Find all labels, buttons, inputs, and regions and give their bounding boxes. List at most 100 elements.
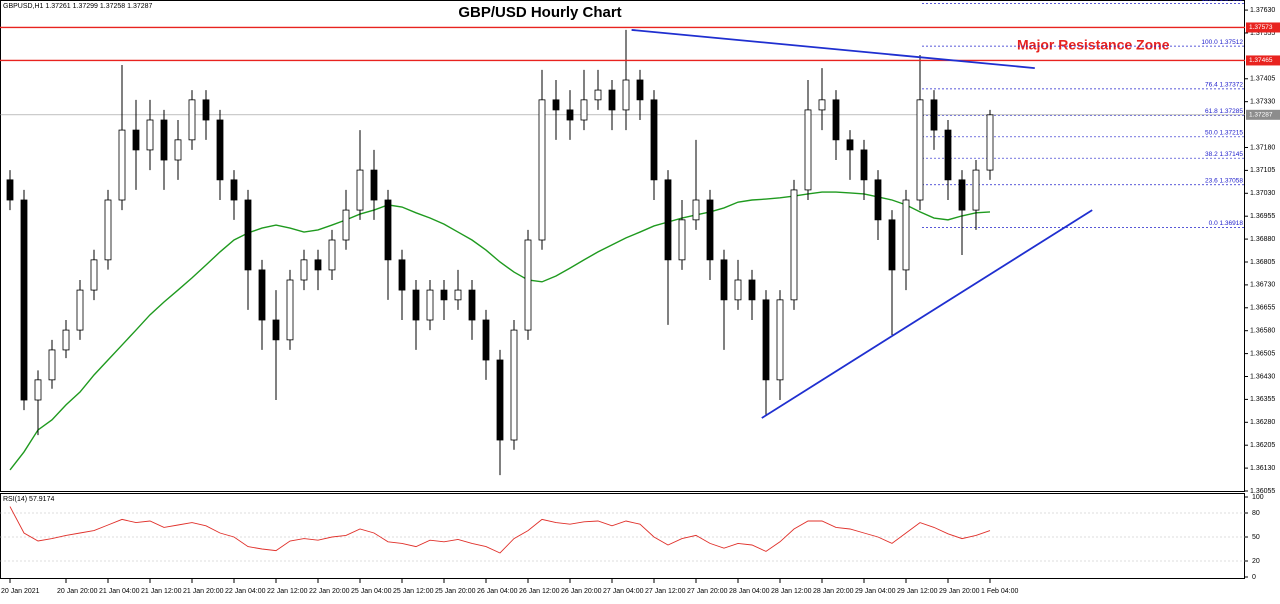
candle-body	[426, 289, 434, 321]
x-tick-label: 21 Jan 20:00	[183, 588, 224, 595]
candle-body	[930, 99, 938, 131]
candle-body	[846, 139, 854, 151]
candle-body	[160, 119, 168, 161]
candle-body	[552, 99, 560, 111]
trendline	[761, 209, 1093, 419]
candle-body	[118, 129, 126, 201]
y-tick-label: 1.37630	[1250, 7, 1275, 14]
rsi-label: RSI(14) 57.9174	[3, 496, 54, 503]
x-tick-label: 26 Jan 20:00	[561, 588, 602, 595]
x-tick-label: 28 Jan 04:00	[729, 588, 770, 595]
y-tick-label: 1.37405	[1250, 76, 1275, 83]
candle-body	[482, 319, 490, 361]
candle-body	[356, 169, 364, 211]
y-tick-label: 1.36355	[1250, 396, 1275, 403]
x-tick-label: 21 Jan 04:00	[99, 588, 140, 595]
candle-body	[328, 239, 336, 271]
fib-label: 76.4 1.37372	[1205, 82, 1243, 89]
candle-body	[692, 199, 700, 221]
x-tick-label: 27 Jan 12:00	[645, 588, 686, 595]
fib-label: 38.2 1.37145	[1205, 151, 1243, 158]
candle-body	[104, 199, 112, 261]
candle-body	[132, 129, 140, 151]
x-tick-label: 26 Jan 12:00	[519, 588, 560, 595]
rsi-tick-label: 100	[1252, 494, 1264, 501]
moving-average	[9, 191, 991, 471]
candle-body	[188, 99, 196, 141]
price-box	[1246, 22, 1280, 33]
candle-body	[958, 179, 966, 211]
candle-body	[986, 114, 994, 171]
fib-label: 23.6 1.37058	[1205, 177, 1243, 184]
candle-body	[734, 279, 742, 301]
y-tick-label: 1.36955	[1250, 213, 1275, 220]
candle-body	[48, 349, 56, 381]
candle-body	[608, 89, 616, 111]
candle-body	[342, 209, 350, 241]
candle-body	[818, 99, 826, 111]
candle-body	[370, 169, 378, 201]
y-tick-label: 1.36505	[1250, 350, 1275, 357]
candle-body	[874, 179, 882, 221]
candle-body	[90, 259, 98, 291]
y-tick-label: 1.36055	[1250, 488, 1275, 495]
y-tick-label: 1.36430	[1250, 373, 1275, 380]
y-tick-label: 1.36580	[1250, 328, 1275, 335]
candle-body	[398, 259, 406, 291]
y-tick-label: 1.36205	[1250, 442, 1275, 449]
candle-body	[524, 239, 532, 331]
candle-body	[902, 199, 910, 271]
x-tick-label: 26 Jan 04:00	[477, 588, 518, 595]
price-box	[1246, 55, 1280, 66]
candle-body	[412, 289, 420, 321]
candle-body	[300, 259, 308, 281]
x-tick-label: 22 Jan 04:00	[225, 588, 266, 595]
y-tick-label: 1.36280	[1250, 419, 1275, 426]
rsi-tick-label: 80	[1252, 510, 1260, 517]
candle-body	[720, 259, 728, 301]
candle-body	[664, 179, 672, 261]
candle-body	[258, 269, 266, 321]
candle-body	[916, 99, 924, 201]
candle-body	[566, 109, 574, 121]
candle-body	[496, 359, 504, 441]
candle-body	[538, 99, 546, 241]
symbol-header: GBPUSD,H1 1.37261 1.37299 1.37258 1.3728…	[3, 3, 153, 10]
rsi-tick-label: 50	[1252, 534, 1260, 541]
y-tick-label: 1.37105	[1250, 167, 1275, 174]
x-tick-label: 28 Jan 20:00	[813, 588, 854, 595]
chart-title: GBP/USD Hourly Chart	[458, 4, 621, 21]
trendline	[631, 29, 1035, 69]
y-tick-label: 1.36655	[1250, 305, 1275, 312]
candle-body	[762, 299, 770, 381]
candle-body	[244, 199, 252, 271]
x-tick-label: 27 Jan 20:00	[687, 588, 728, 595]
candle-body	[146, 119, 154, 151]
x-tick-label: 21 Jan 12:00	[141, 588, 182, 595]
candle-body	[748, 279, 756, 301]
fib-label: 100.0 1.37512	[1201, 39, 1243, 46]
fib-label: 50.0 1.37215	[1205, 130, 1243, 137]
candle-body	[580, 99, 588, 121]
candle-body	[972, 169, 980, 211]
price-box	[1246, 109, 1280, 120]
y-tick-label: 1.37555	[1250, 30, 1275, 37]
candle-body	[790, 189, 798, 301]
candle-body	[384, 199, 392, 261]
rsi-tick-label: 0	[1252, 574, 1256, 581]
candle-body	[230, 179, 238, 201]
candle-body	[776, 299, 784, 381]
candle-body	[944, 129, 952, 181]
candle-body	[832, 99, 840, 141]
last-price-label: 1.37287	[1249, 112, 1273, 119]
candle-body	[888, 219, 896, 271]
x-tick-label: 1 Feb 04:00	[981, 588, 1018, 595]
x-tick-label: 29 Jan 12:00	[897, 588, 938, 595]
rsi-tick-label: 20	[1252, 558, 1260, 565]
y-tick-label: 1.37030	[1250, 190, 1275, 197]
candle-body	[594, 89, 602, 101]
x-tick-label: 25 Jan 12:00	[393, 588, 434, 595]
x-tick-label: 25 Jan 04:00	[351, 588, 392, 595]
candle-body	[440, 289, 448, 301]
